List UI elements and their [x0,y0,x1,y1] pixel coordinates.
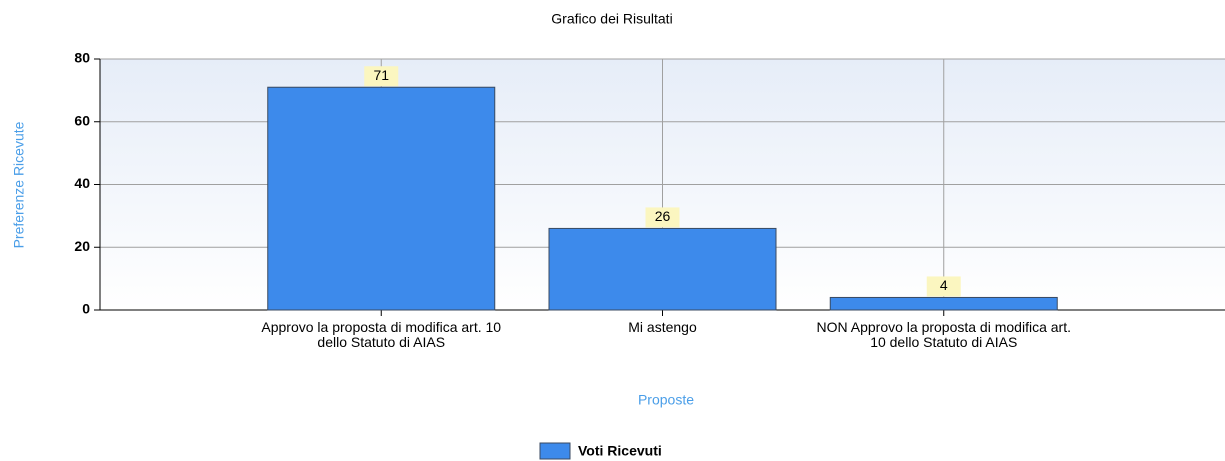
y-axis-label: Preferenze Ricevute [11,121,27,248]
x-axis-label: Proposte [638,392,694,408]
x-tick-label: NON Approvo la proposta di modifica art.… [816,319,1071,350]
y-tick-label: 40 [74,175,90,191]
legend-swatch [539,442,571,460]
data-label-bg [926,276,961,297]
data-label-bg [364,66,399,87]
legend-label: Voti Ricevuti [578,443,662,459]
chart-title: Grafico dei Risultati [551,11,672,27]
data-label: 26 [655,208,671,224]
data-label-bg [645,207,680,228]
data-label: 4 [940,277,948,293]
x-tick-label: Approvo la proposta di modifica art. 10 … [261,319,502,350]
y-tick-label: 80 [74,50,90,66]
bar [267,86,496,311]
y-tick-label: 20 [74,238,90,254]
y-tick-label: 0 [82,301,90,317]
x-tick-label: Mi astengo [628,319,697,335]
data-label: 71 [373,67,389,83]
y-tick-label: 60 [74,112,90,128]
bar [829,296,1058,311]
bar [548,227,777,311]
